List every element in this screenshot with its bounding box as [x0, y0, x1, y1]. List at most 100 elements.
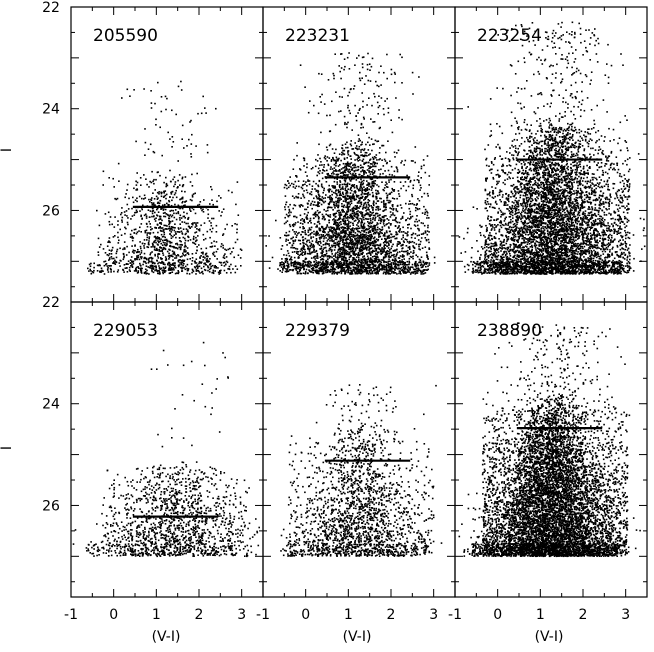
star-point [391, 245, 393, 248]
star-point [418, 228, 420, 230]
star-point [357, 214, 360, 217]
star-point [371, 187, 373, 190]
star-point [376, 268, 378, 271]
star-point [111, 246, 114, 249]
star-point [392, 209, 395, 211]
star-point [293, 158, 295, 161]
star-point [122, 253, 125, 256]
star-point [296, 176, 298, 178]
star-point [353, 263, 355, 266]
star-point [305, 208, 308, 211]
star-point [375, 165, 377, 168]
star-point [362, 266, 364, 269]
star-point [306, 265, 308, 267]
star-point [353, 228, 356, 230]
star-point [165, 259, 168, 261]
star-point [145, 215, 148, 217]
star-point [370, 219, 372, 222]
star-point [199, 257, 201, 259]
star-point [158, 266, 161, 269]
star-point [315, 250, 318, 253]
star-point [187, 253, 190, 256]
star-point [88, 263, 91, 266]
star-point [389, 249, 391, 251]
star-point [319, 266, 321, 269]
star-point [367, 212, 369, 214]
star-point [322, 244, 325, 246]
star-point [422, 264, 424, 267]
star-point [271, 256, 274, 259]
star-point [383, 261, 385, 264]
star-point [139, 268, 142, 270]
star-point [410, 241, 412, 244]
star-point [319, 199, 321, 202]
star-point [350, 221, 352, 224]
star-point [317, 190, 320, 193]
star-point [346, 157, 348, 159]
star-point [367, 240, 369, 243]
star-point [391, 267, 394, 270]
star-point [309, 217, 312, 220]
star-point [170, 267, 173, 269]
star-point [290, 261, 292, 263]
star-point [307, 179, 309, 181]
star-point [336, 236, 338, 239]
star-point [316, 209, 319, 212]
star-point [173, 234, 176, 236]
star-point [140, 223, 143, 225]
star-point [399, 241, 401, 244]
star-point [374, 182, 376, 185]
star-point [383, 241, 386, 243]
star-point [131, 260, 133, 262]
star-point [366, 212, 368, 214]
star-point [419, 271, 422, 273]
star-point [114, 235, 116, 237]
star-point [291, 182, 293, 185]
star-point [150, 267, 152, 269]
star-point [420, 261, 422, 263]
star-point [326, 255, 329, 257]
star-point [360, 178, 362, 181]
star-point [309, 245, 312, 248]
star-point [344, 213, 347, 216]
star-point [387, 256, 390, 258]
star-point [87, 267, 89, 270]
star-point [406, 234, 409, 237]
star-point [388, 258, 390, 261]
star-point [328, 219, 330, 222]
star-point [285, 268, 287, 270]
star-point [308, 248, 310, 251]
star-point [314, 266, 317, 269]
star-point [348, 171, 350, 174]
star-point [169, 242, 172, 244]
star-point [321, 196, 324, 198]
star-point [358, 259, 360, 261]
star-point [218, 261, 221, 264]
star-point [236, 268, 239, 270]
star-point [362, 170, 365, 172]
star-point [195, 145, 197, 147]
star-point [281, 263, 283, 266]
star-point [423, 164, 425, 167]
star-point [376, 226, 379, 229]
star-point [359, 272, 362, 274]
star-point [342, 200, 345, 202]
star-point [379, 268, 381, 270]
star-point [381, 216, 384, 219]
star-point [422, 222, 424, 225]
star-point [138, 195, 141, 198]
star-point [164, 211, 166, 214]
star-point [395, 267, 397, 270]
star-point [357, 254, 359, 257]
star-point [186, 212, 188, 215]
star-point [349, 198, 352, 200]
star-point [358, 199, 361, 202]
star-point [416, 203, 418, 205]
star-point [387, 260, 390, 263]
star-point [160, 267, 163, 270]
star-point [328, 191, 330, 193]
star-point [303, 218, 305, 221]
star-point [341, 226, 344, 228]
star-point [291, 195, 294, 197]
star-point [409, 213, 411, 216]
